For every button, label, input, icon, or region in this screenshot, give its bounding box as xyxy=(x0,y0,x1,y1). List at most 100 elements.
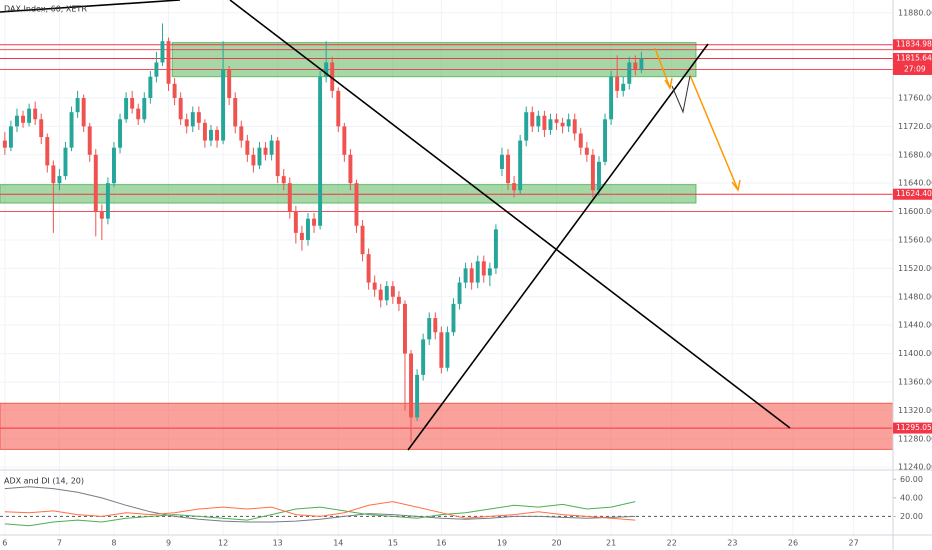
y-tick-label: 11560.00 xyxy=(898,235,932,244)
y-tick-label: 11440.00 xyxy=(898,321,932,330)
candle-body xyxy=(584,147,589,155)
candle-body xyxy=(603,119,608,162)
candle-body xyxy=(439,332,444,368)
candle-body xyxy=(500,154,504,169)
price-badge-label: 11834.98 xyxy=(896,40,932,49)
candle-body xyxy=(366,254,371,283)
trend-line xyxy=(0,0,181,13)
candle-body xyxy=(251,154,256,166)
candle-body xyxy=(627,62,632,84)
y-tick-label: 20.00 xyxy=(900,512,923,521)
candle-body xyxy=(415,374,420,418)
candle-body xyxy=(336,90,341,127)
x-tick-label: 27 xyxy=(849,539,859,548)
candle-body xyxy=(372,282,377,290)
candle-body xyxy=(257,147,262,166)
y-tick-label: 40.00 xyxy=(900,493,923,502)
candle-body xyxy=(306,218,310,240)
candle-body xyxy=(518,140,523,191)
arrow-head xyxy=(731,179,741,192)
candle-body xyxy=(493,229,498,269)
candle-body xyxy=(87,126,92,155)
x-tick-label: 7 xyxy=(57,539,62,548)
indicator-line xyxy=(4,486,636,523)
candle-body xyxy=(615,76,620,91)
candle-body xyxy=(469,268,474,283)
y-tick-label: 11880.00 xyxy=(898,8,932,17)
path-drawing xyxy=(671,75,691,114)
candle-body xyxy=(597,161,601,191)
x-tick-label: 9 xyxy=(166,539,171,548)
candle-body xyxy=(451,303,456,333)
x-tick-label: 16 xyxy=(436,539,446,548)
candle-body xyxy=(105,183,110,219)
candle-body xyxy=(63,147,68,177)
candle-body xyxy=(2,140,7,148)
y-tick-label: 11520.00 xyxy=(898,264,932,273)
candle-body xyxy=(354,183,359,226)
candle-body xyxy=(51,165,56,184)
price-badge xyxy=(893,422,932,434)
price-badge-label: 11295.05 xyxy=(896,423,932,432)
candle-body xyxy=(421,339,426,375)
candle-body xyxy=(148,76,153,98)
y-tick-label: 60.00 xyxy=(900,475,923,484)
price-badge xyxy=(893,52,932,64)
candle-body xyxy=(227,69,232,98)
candle-body xyxy=(621,83,626,91)
chart-title: DAX Index, 60, XETR xyxy=(4,5,87,14)
candle-body xyxy=(566,119,571,127)
candle-body xyxy=(506,154,511,184)
candle-body xyxy=(263,147,268,155)
candle-body xyxy=(190,112,195,127)
x-tick-label: 6 xyxy=(2,539,7,548)
candle-body xyxy=(384,286,389,301)
candle-body xyxy=(184,119,189,127)
arrow xyxy=(654,47,671,89)
candle-body xyxy=(548,119,553,130)
arrow-head xyxy=(664,77,673,90)
indicator-title: ADX and DI (14, 20) xyxy=(4,477,84,486)
candle-body xyxy=(275,140,280,177)
candle-body xyxy=(572,119,577,134)
y-tick-label: 11240.00 xyxy=(898,463,932,472)
x-tick-label: 22 xyxy=(667,539,677,548)
x-tick-label: 13 xyxy=(273,539,283,548)
candle-body xyxy=(312,218,317,226)
candle-body xyxy=(166,41,171,84)
price-badge-label: 11815.64 xyxy=(896,53,932,62)
y-tick-label: 11280.00 xyxy=(898,434,932,443)
price-badge xyxy=(893,188,932,200)
candle-body xyxy=(33,108,38,120)
arrow xyxy=(689,74,739,191)
drawings xyxy=(0,0,791,451)
candle-body xyxy=(39,119,44,138)
candle-body xyxy=(524,112,529,141)
candle-body xyxy=(287,183,292,212)
candle-body xyxy=(318,76,323,226)
y-tick-label: 11720.00 xyxy=(898,122,932,131)
candle-body xyxy=(118,119,123,148)
candle-body xyxy=(27,108,32,123)
candle-body xyxy=(512,183,517,191)
indicator-line xyxy=(4,501,636,527)
countdown-label: 27:09 xyxy=(904,64,926,73)
candle-body xyxy=(75,97,80,113)
candle-body xyxy=(215,129,220,141)
candle-body xyxy=(409,353,414,418)
candle-body xyxy=(554,119,559,123)
candle-body xyxy=(609,76,614,120)
zone xyxy=(0,402,893,450)
y-tick-label: 11480.00 xyxy=(898,292,932,301)
candle-body xyxy=(530,112,535,127)
candle-body xyxy=(324,62,329,77)
x-tick-label: 8 xyxy=(111,539,116,548)
trend-line xyxy=(229,0,791,429)
candle-body xyxy=(221,69,226,141)
x-tick-label: 15 xyxy=(388,539,398,548)
y-tick-label: 11320.00 xyxy=(898,406,932,415)
candle-body xyxy=(99,211,104,219)
candle-body xyxy=(196,112,201,123)
candle-body xyxy=(45,137,50,166)
